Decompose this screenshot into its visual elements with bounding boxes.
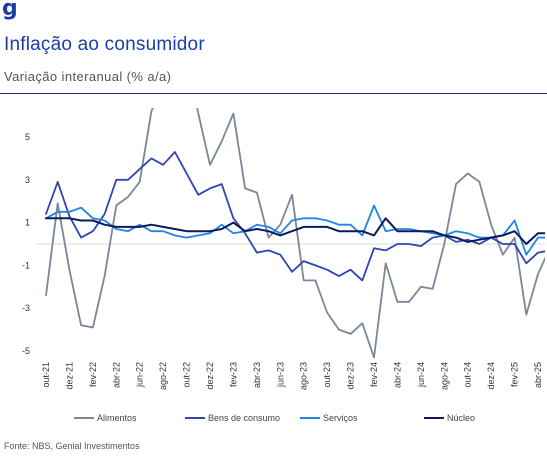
legend-label-nucleo: Núcleo [447,413,475,423]
x-tick-label: out-23 [322,362,332,388]
y-tick-label: -3 [22,303,30,313]
x-tick-label: ago-23 [299,362,309,390]
y-tick-label: 5 [25,132,30,142]
x-tick-label: jun-22 [135,362,145,388]
x-tick-label: abr-25 [533,362,543,388]
series-lines [45,108,545,358]
series-line-alimentos [45,108,545,358]
chart-title: Inflação ao consumidor [4,34,205,55]
x-tick-label: jun-23 [275,362,285,388]
source-note: Fonte: NBS, Genial Investimentos [4,441,140,451]
series-line-nucleo [45,217,545,245]
x-tick-label: jun-24 [416,362,426,388]
x-tick-label: dez-24 [486,362,496,390]
series-line-bens_de_consumo [45,151,545,282]
x-tick-label: fev-25 [510,362,520,387]
x-tick-label: out-22 [182,362,192,388]
y-tick-label: -5 [22,346,30,356]
y-tick-label: 3 [25,175,30,185]
x-tick-label: abr-23 [252,362,262,388]
series-line-servicos [45,204,545,256]
chart-subtitle: Variação interanual (% a/a) [4,69,172,84]
header-rule [0,93,547,94]
legend: Alimentos Bens de consumo Serviços Núcleo [74,413,475,423]
x-tick-label: out-24 [463,362,473,388]
x-tick-label: fev-22 [88,362,98,387]
brand-logo: g [2,0,18,21]
y-tick-label: -1 [22,260,30,270]
line-chart: 5 3 1 -1 -3 -5 out-21 dez-21 fev-22 abr-22 jun-22… [22,108,545,423]
x-tick-label: fev-24 [369,362,379,387]
x-tick-label: fev-23 [228,362,238,387]
x-tick-label: abr-22 [111,362,121,388]
x-tick-label: dez-22 [205,362,215,390]
x-tick-label: out-21 [41,362,51,388]
x-tick-label: ago-24 [439,362,449,390]
x-tick-label: dez-21 [64,362,74,390]
x-tick-label: abr-24 [392,362,402,388]
x-axis: out-21 dez-21 fev-22 abr-22 jun-22 ago-22 out-… [41,362,543,390]
legend-label-bens_de_consumo: Bens de consumo [208,413,280,423]
x-tick-label: ago-22 [158,362,168,390]
legend-label-alimentos: Alimentos [97,413,137,423]
legend-label-servicos: Serviços [323,413,358,423]
y-axis: 5 3 1 -1 -3 -5 [22,132,30,356]
x-tick-label: dez-23 [346,362,356,390]
y-tick-label: 1 [25,218,30,228]
